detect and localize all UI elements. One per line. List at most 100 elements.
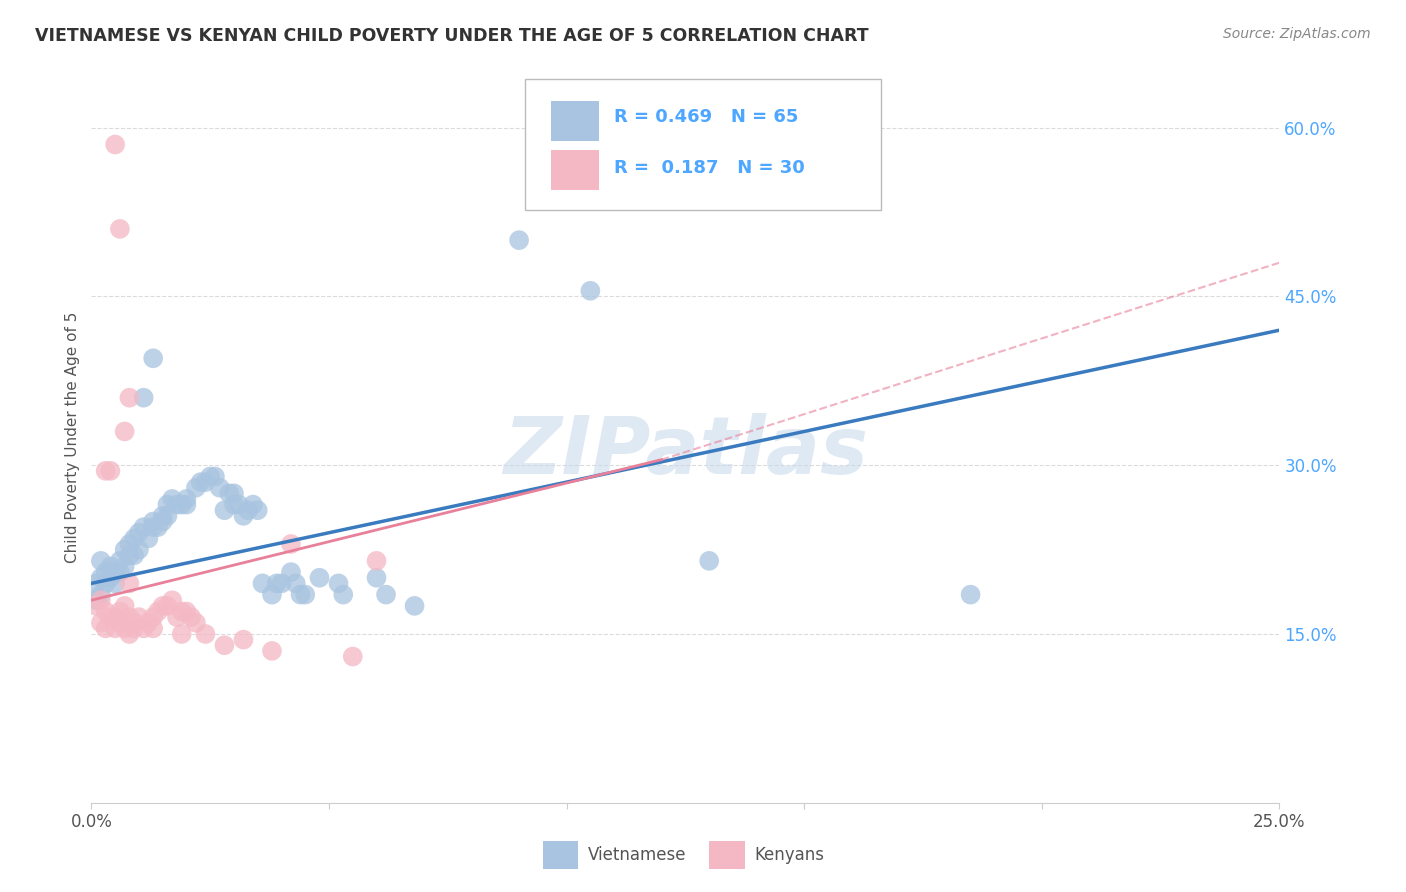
Text: ZIPatlas: ZIPatlas	[503, 413, 868, 491]
Point	[270, 576, 292, 591]
Point	[142, 351, 165, 366]
Point	[146, 520, 169, 534]
Point	[90, 571, 112, 585]
Point	[132, 621, 155, 635]
Point	[200, 469, 222, 483]
Point	[214, 638, 236, 652]
Point	[122, 621, 145, 635]
Point	[84, 599, 107, 613]
Point	[214, 503, 236, 517]
Point	[94, 576, 117, 591]
Point	[118, 537, 141, 551]
Point	[252, 576, 274, 591]
Point	[94, 621, 117, 635]
Point	[156, 498, 179, 512]
Point	[118, 576, 141, 591]
Point	[104, 621, 127, 635]
Point	[132, 391, 155, 405]
Point	[118, 391, 141, 405]
Point	[114, 599, 136, 613]
Point	[100, 559, 122, 574]
Point	[128, 525, 150, 540]
FancyBboxPatch shape	[551, 101, 599, 141]
Point	[166, 498, 188, 512]
Point	[204, 469, 226, 483]
Point	[142, 621, 165, 635]
Point	[156, 599, 179, 613]
Point	[404, 599, 426, 613]
Point	[104, 565, 127, 579]
Point	[146, 605, 169, 619]
Point	[156, 508, 179, 523]
Point	[108, 565, 131, 579]
Point	[142, 520, 165, 534]
Point	[246, 503, 269, 517]
Point	[508, 233, 530, 247]
Point	[184, 481, 207, 495]
Point	[94, 605, 117, 619]
Point	[222, 486, 245, 500]
Text: VIETNAMESE VS KENYAN CHILD POVERTY UNDER THE AGE OF 5 CORRELATION CHART: VIETNAMESE VS KENYAN CHILD POVERTY UNDER…	[35, 27, 869, 45]
Point	[170, 627, 193, 641]
Point	[84, 576, 107, 591]
Point	[176, 491, 198, 506]
Point	[228, 498, 250, 512]
Point	[266, 576, 288, 591]
Point	[100, 464, 122, 478]
Point	[90, 588, 112, 602]
Point	[280, 537, 302, 551]
Point	[190, 475, 212, 489]
Point	[142, 610, 165, 624]
Point	[260, 588, 283, 602]
Point	[290, 588, 312, 602]
Point	[90, 593, 112, 607]
Point	[238, 503, 260, 517]
Point	[176, 498, 198, 512]
FancyBboxPatch shape	[709, 841, 745, 869]
Text: R = 0.469   N = 65: R = 0.469 N = 65	[614, 108, 799, 126]
Point	[118, 627, 141, 641]
Point	[342, 649, 364, 664]
Text: Vietnamese: Vietnamese	[588, 847, 686, 864]
Point	[128, 610, 150, 624]
Point	[170, 498, 193, 512]
Point	[184, 615, 207, 630]
Point	[138, 532, 160, 546]
Point	[160, 491, 183, 506]
Point	[114, 425, 136, 439]
Point	[366, 571, 388, 585]
Text: Kenyans: Kenyans	[755, 847, 824, 864]
Point	[180, 610, 202, 624]
Point	[280, 565, 302, 579]
Point	[152, 508, 174, 523]
Point	[122, 532, 145, 546]
Point	[138, 615, 160, 630]
FancyBboxPatch shape	[524, 78, 882, 211]
Point	[108, 615, 131, 630]
Point	[308, 571, 330, 585]
Point	[208, 481, 231, 495]
Point	[194, 627, 217, 641]
Point	[152, 515, 174, 529]
Point	[104, 137, 127, 152]
Text: R =  0.187   N = 30: R = 0.187 N = 30	[614, 159, 804, 177]
Text: Source: ZipAtlas.com: Source: ZipAtlas.com	[1223, 27, 1371, 41]
Point	[160, 593, 183, 607]
Point	[218, 486, 240, 500]
Point	[375, 588, 398, 602]
Point	[232, 632, 254, 647]
Point	[132, 520, 155, 534]
Point	[697, 554, 720, 568]
Point	[232, 508, 254, 523]
Point	[108, 554, 131, 568]
Point	[294, 588, 316, 602]
Point	[114, 621, 136, 635]
Point	[104, 576, 127, 591]
Point	[100, 571, 122, 585]
Point	[118, 610, 141, 624]
Y-axis label: Child Poverty Under the Age of 5: Child Poverty Under the Age of 5	[65, 311, 80, 563]
Point	[100, 610, 122, 624]
Point	[142, 515, 165, 529]
FancyBboxPatch shape	[551, 150, 599, 190]
Point	[84, 593, 107, 607]
